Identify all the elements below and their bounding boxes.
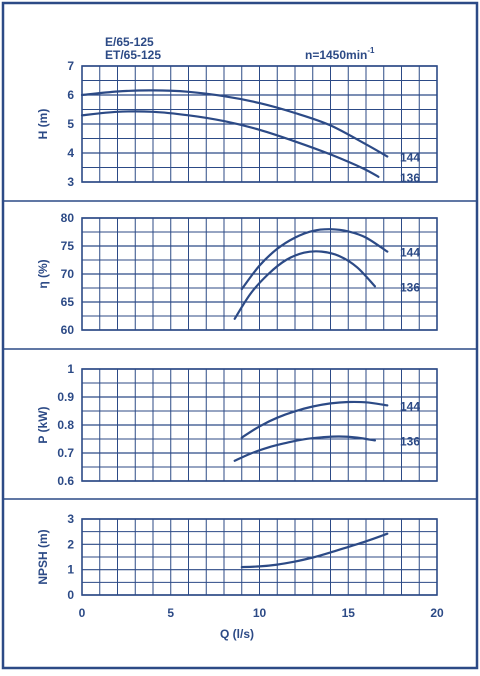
y-tick-label: 5 (67, 117, 74, 131)
speed-label-text: n=1450min (305, 48, 367, 62)
x-tick-label: 10 (253, 606, 267, 620)
x-axis: 0 5 10 15 20 (79, 606, 444, 620)
x-tick-label: 0 (79, 606, 86, 620)
panel-head: 3 4 5 6 7 H (m) 144 136 (36, 59, 438, 189)
x-tick-label: 15 (342, 606, 356, 620)
y-tick-label: 6 (67, 88, 74, 102)
plot-border (81, 368, 438, 482)
y-axis-label: NPSH (m) (36, 529, 50, 584)
series-line-head-144 (80, 89, 389, 158)
y-tick-label: 3 (67, 512, 74, 526)
y-tick-label: 65 (61, 295, 75, 309)
y-axis-label: P (kW) (36, 406, 50, 443)
speed-label: n=1450min-1 (305, 46, 375, 62)
series-line-efficiency-136 (233, 250, 376, 320)
series-line-power-144 (240, 400, 389, 439)
series-line-power-136 (233, 435, 376, 462)
y-axis-label: η (%) (36, 259, 50, 288)
y-tick-label: 0.7 (57, 446, 74, 460)
series-label: 144 (400, 246, 420, 260)
y-tick-label: 7 (67, 59, 74, 73)
y-tick-label: 2 (67, 537, 74, 551)
model-label-1: E/65-125 (105, 35, 154, 49)
y-tick-label: 0 (67, 588, 74, 602)
panel-efficiency: 60 65 70 75 80 η (%) 144 136 (36, 211, 438, 337)
series-line-head-136 (80, 110, 380, 178)
series-label: 136 (400, 280, 420, 294)
y-tick-label: 1 (67, 362, 74, 376)
y-tick-label: 75 (61, 239, 75, 253)
y-tick-label: 4 (67, 146, 74, 160)
y-tick-label: 70 (61, 267, 75, 281)
panel-npsh: 0 1 2 3 NPSH (m) (36, 512, 438, 602)
y-axis-label: H (m) (36, 109, 50, 140)
plot-border (81, 217, 438, 331)
x-tick-label: 20 (430, 606, 444, 620)
plot-border (81, 65, 438, 183)
panel-power: 0.6 0.7 0.8 0.9 1 P (kW) 144 136 (36, 362, 438, 488)
series-line-npsh (240, 532, 389, 569)
y-tick-label: 0.6 (57, 474, 74, 488)
series-label: 136 (400, 434, 420, 448)
y-tick-label: 80 (61, 211, 75, 225)
y-tick-label: 0.9 (57, 390, 74, 404)
y-tick-label: 0.8 (57, 418, 74, 432)
series-label: 136 (400, 171, 420, 185)
y-tick-label: 1 (67, 563, 74, 577)
y-tick-label: 60 (61, 323, 75, 337)
x-tick-label: 5 (167, 606, 174, 620)
plot-border (81, 518, 438, 596)
model-label-2: ET/65-125 (105, 48, 161, 62)
speed-label-exponent: -1 (367, 46, 375, 55)
series-label: 144 (400, 399, 420, 413)
x-axis-label: Q (l/s) (220, 627, 254, 641)
series-line-efficiency-144 (240, 228, 389, 291)
series-label: 144 (400, 150, 420, 164)
y-tick-label: 3 (67, 175, 74, 189)
